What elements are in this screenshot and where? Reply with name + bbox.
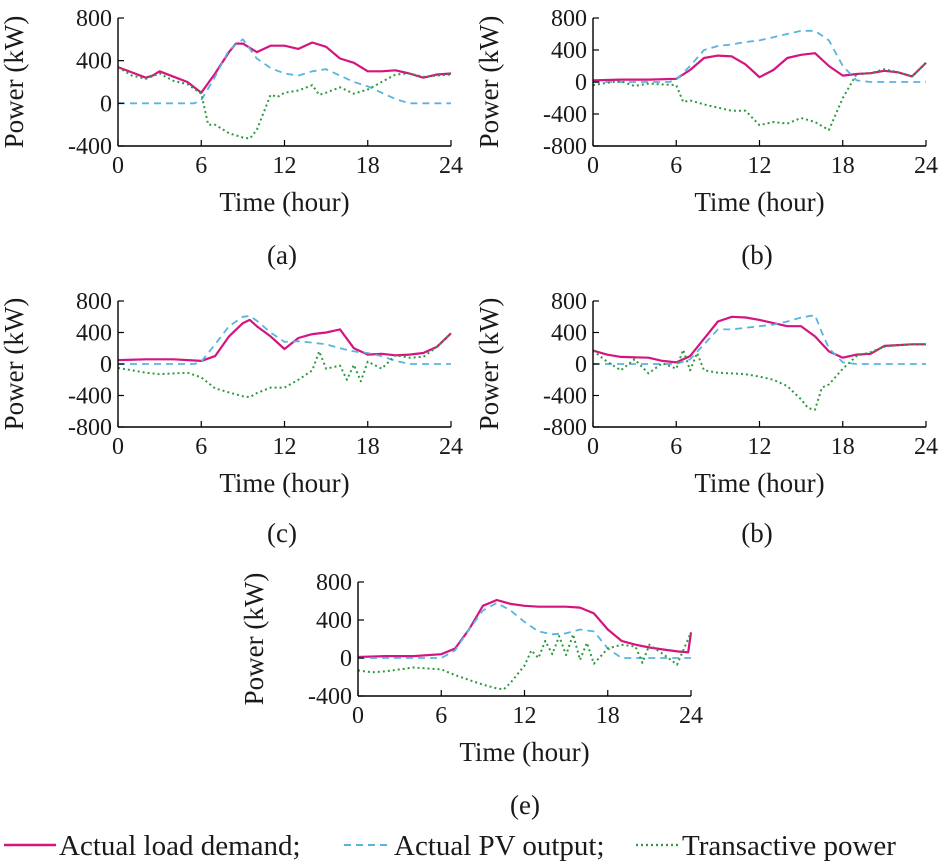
x-tick-label: 24 — [914, 434, 938, 460]
x-tick-label: 6 — [195, 153, 207, 179]
x-tick-label: 0 — [587, 434, 599, 460]
x-tick-label: 12 — [748, 434, 772, 460]
y-tick-label: 800 — [76, 289, 112, 315]
x-tick-label: 0 — [352, 703, 364, 729]
x-tick-label: 12 — [513, 703, 537, 729]
y-tick-label: 400 — [551, 321, 587, 347]
y-axis-label: Power (kW) — [474, 298, 504, 431]
x-tick-label: 18 — [831, 434, 855, 460]
x-tick-label: 6 — [670, 434, 682, 460]
legend-label-load-demand: Actual load demand; — [59, 830, 301, 862]
y-tick-label: -400 — [308, 684, 352, 710]
panel-label: (a) — [267, 240, 297, 270]
y-tick-label: 400 — [316, 608, 352, 634]
y-tick-label: 400 — [551, 38, 587, 64]
x-tick-label: 24 — [679, 703, 703, 729]
y-tick-label: 800 — [551, 289, 587, 315]
y-tick-label: 0 — [100, 352, 112, 378]
series-transactive-power — [117, 66, 452, 140]
x-axis-label: Time (hour) — [219, 187, 349, 217]
x-tick-label: 24 — [914, 153, 938, 179]
series-pv-output — [593, 29, 926, 83]
y-tick-label: 0 — [340, 646, 352, 672]
series-load-demand — [592, 52, 927, 82]
series-load-demand — [592, 315, 926, 364]
x-tick-label: 18 — [356, 153, 380, 179]
x-tick-label: 12 — [273, 434, 297, 460]
panel-label: (e) — [510, 790, 540, 820]
x-tick-label: 18 — [831, 153, 855, 179]
y-tick-label: 0 — [575, 352, 587, 378]
y-tick-label: -400 — [543, 102, 587, 128]
y-tick-label: 0 — [575, 70, 587, 96]
series-pv-output — [593, 314, 926, 365]
x-tick-label: 12 — [748, 153, 772, 179]
panel-label: (c) — [267, 518, 297, 548]
x-tick-label: 18 — [596, 703, 620, 729]
series-load-demand — [357, 598, 693, 659]
y-axis-label: Power (kW) — [0, 16, 29, 149]
x-axis-label: Time (hour) — [694, 187, 824, 217]
series-load-demand — [117, 318, 452, 362]
y-tick-label: -800 — [68, 415, 112, 441]
panel-label: (b) — [741, 518, 772, 548]
y-tick-label: -400 — [68, 134, 112, 160]
panel-label: (b) — [741, 240, 772, 270]
series-transactive-power — [117, 332, 452, 399]
series-pv-output — [358, 602, 691, 659]
y-tick-label: 400 — [76, 49, 112, 75]
y-tick-label: -800 — [543, 415, 587, 441]
x-tick-label: 0 — [587, 153, 599, 179]
y-tick-label: -400 — [68, 384, 112, 410]
x-axis-label: Time (hour) — [219, 468, 349, 498]
y-axis-label: Power (kW) — [0, 298, 29, 431]
x-axis-label: Time (hour) — [459, 737, 589, 767]
x-tick-label: 24 — [439, 153, 463, 179]
series-pv-output — [118, 38, 451, 105]
series-transactive-power — [592, 343, 926, 411]
legend-label-transactive-power: Transactive power — [682, 830, 896, 862]
x-tick-label: 6 — [435, 703, 447, 729]
y-axis-label: Power (kW) — [239, 573, 269, 706]
legend: Actual load demand; Actual PV output; Tran… — [4, 830, 896, 862]
y-axis-label: Power (kW) — [474, 16, 504, 149]
y-tick-label: 0 — [100, 91, 112, 117]
y-tick-label: 800 — [316, 570, 352, 596]
y-tick-label: 400 — [76, 321, 112, 347]
x-tick-label: 6 — [195, 434, 207, 460]
series-transactive-power — [357, 632, 692, 691]
y-tick-label: 800 — [76, 6, 112, 32]
series-transactive-power — [592, 62, 927, 131]
y-tick-label: -400 — [543, 384, 587, 410]
x-tick-label: 0 — [112, 153, 124, 179]
series-load-demand — [117, 41, 452, 94]
x-tick-label: 12 — [273, 153, 297, 179]
series-pv-output — [118, 315, 451, 365]
x-tick-label: 0 — [112, 434, 124, 460]
y-tick-label: -800 — [543, 134, 587, 160]
x-tick-label: 6 — [670, 153, 682, 179]
x-axis-label: Time (hour) — [694, 468, 824, 498]
legend-label-pv-output: Actual PV output; — [394, 830, 605, 862]
x-tick-label: 18 — [356, 434, 380, 460]
y-tick-label: 800 — [551, 6, 587, 32]
x-tick-label: 24 — [439, 434, 463, 460]
